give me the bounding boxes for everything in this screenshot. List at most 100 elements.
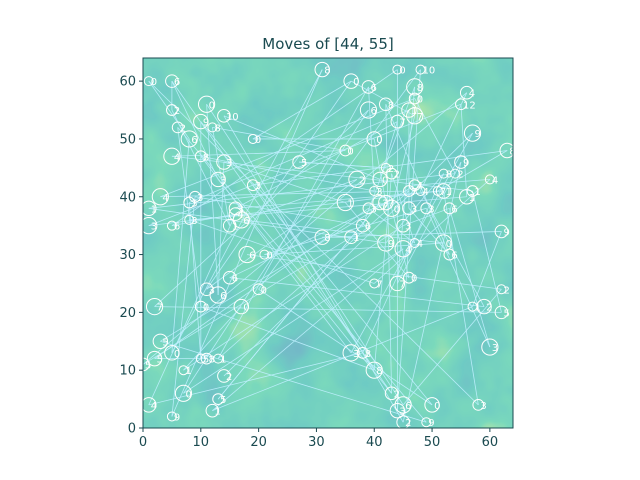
move-point-label: 3 <box>255 181 261 192</box>
move-point-label: 0 <box>203 303 209 314</box>
move-point-label: 3 <box>382 199 388 210</box>
move-point-label: 5 <box>145 360 151 371</box>
move-point <box>166 220 177 231</box>
move-line <box>252 184 375 371</box>
move-point <box>463 124 482 142</box>
move-point-label: 1 <box>475 187 481 198</box>
move-point <box>222 270 237 285</box>
move-line <box>379 121 398 180</box>
move-point <box>450 168 461 179</box>
move-line <box>241 219 444 244</box>
move-line <box>200 155 375 192</box>
move-line <box>200 306 375 371</box>
move-point <box>314 229 330 245</box>
move-point-label: 8 <box>324 233 330 244</box>
move-point <box>459 189 475 205</box>
move-point <box>494 224 509 239</box>
move-point <box>361 80 376 94</box>
move-line <box>148 352 363 406</box>
move-point-label: 0 <box>255 135 261 146</box>
move-line <box>472 190 502 313</box>
move-point <box>372 194 388 211</box>
move-point <box>362 202 375 215</box>
move-point-label: 0 <box>446 239 452 250</box>
move-point-label: 8 <box>376 366 382 377</box>
y-tick-label: 0 <box>128 422 136 437</box>
move-point <box>499 142 515 159</box>
move-point <box>415 64 426 75</box>
move-point-label: 1 <box>151 204 157 215</box>
move-point <box>494 305 509 320</box>
move-point-label: 0 <box>174 349 180 360</box>
move-point-label: 7 <box>399 118 405 129</box>
move-point <box>195 353 206 364</box>
move-line <box>188 202 202 359</box>
move-point <box>238 245 256 264</box>
move-point <box>247 133 258 144</box>
move-line <box>402 288 502 406</box>
move-point <box>143 76 154 87</box>
move-point-label: 3 <box>151 222 157 233</box>
move-line <box>212 248 404 411</box>
move-point-label: 8 <box>365 349 371 360</box>
move-line <box>396 69 421 411</box>
x-tick-label: 0 <box>139 435 147 450</box>
move-point-label: 1 <box>214 407 220 418</box>
move-point-label: 0 <box>151 77 157 88</box>
move-line <box>241 179 358 221</box>
move-point <box>252 283 265 296</box>
move-point-label: 4 <box>405 245 411 256</box>
chart-title: Moves of [44, 55] <box>262 35 393 53</box>
move-point <box>390 114 405 129</box>
move-point-label: 3 <box>399 407 405 418</box>
move-point-label: 3 <box>191 199 197 210</box>
move-point <box>365 361 383 379</box>
move-point-label: 3 <box>492 343 498 354</box>
move-point <box>356 346 369 359</box>
move-point <box>396 415 410 430</box>
move-line <box>211 127 231 226</box>
move-point <box>438 168 449 179</box>
move-point <box>194 300 207 313</box>
move-line <box>391 173 416 244</box>
move-point-label: 10 <box>226 112 239 123</box>
move-point <box>166 104 178 116</box>
move-point-label: 8 <box>324 66 330 77</box>
move-point <box>424 397 440 413</box>
move-point-label: 2 <box>359 175 365 186</box>
move-line <box>171 213 236 227</box>
move-point <box>174 384 193 402</box>
move-line <box>368 207 415 244</box>
move-point <box>200 352 213 365</box>
move-point <box>443 202 456 215</box>
move-point <box>217 369 231 383</box>
move-point-label: 7 <box>157 303 163 314</box>
move-point <box>394 240 412 258</box>
move-line <box>160 98 415 198</box>
move-line <box>206 80 352 290</box>
move-point <box>233 298 249 315</box>
move-point-label: 4 <box>417 239 423 250</box>
move-point-label: 4 <box>238 210 244 221</box>
x-tick-label: 30 <box>308 435 325 450</box>
move-line <box>177 127 427 423</box>
move-point <box>389 402 406 419</box>
move-point <box>420 202 433 215</box>
move-point-label: 8 <box>446 170 452 181</box>
move-point-label: 4 <box>162 193 168 204</box>
move-point-label: 3 <box>376 187 382 198</box>
move-point <box>454 155 468 169</box>
move-line <box>183 306 242 371</box>
move-point-label: 3 <box>405 222 411 233</box>
move-point-label: 10 <box>423 66 436 77</box>
move-point-label: 0 <box>399 66 405 77</box>
move-point <box>163 147 181 165</box>
move-point-label: 8 <box>388 100 394 111</box>
move-point-label: 2 <box>180 123 186 134</box>
move-point <box>344 230 358 245</box>
move-point <box>314 61 330 78</box>
move-point-label: 0 <box>266 251 272 262</box>
move-point <box>210 171 226 188</box>
